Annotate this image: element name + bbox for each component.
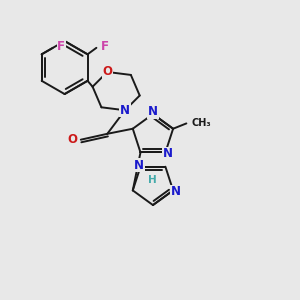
Text: H: H [148, 175, 156, 185]
Text: N: N [163, 147, 173, 161]
Text: O: O [68, 133, 78, 146]
Text: N: N [120, 104, 130, 117]
Text: O: O [102, 65, 112, 79]
Text: N: N [171, 185, 181, 198]
Text: F: F [57, 40, 65, 53]
Text: F: F [100, 40, 109, 53]
Text: N: N [148, 105, 158, 118]
Text: N: N [134, 159, 144, 172]
Text: CH₃: CH₃ [192, 118, 211, 128]
